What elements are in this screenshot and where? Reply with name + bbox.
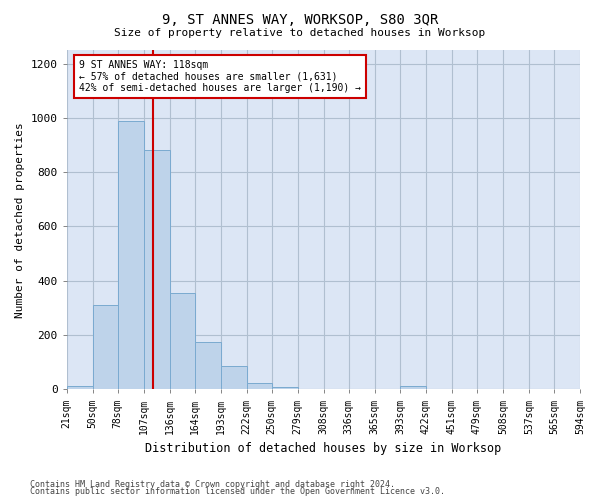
Bar (118, 120, 143, 390)
Bar (170, 293, 195, 390)
Bar (195, 342, 221, 390)
Text: Contains public sector information licensed under the Open Government Licence v3: Contains public sector information licen… (30, 488, 445, 496)
Y-axis label: Number of detached properties: Number of detached properties (15, 122, 25, 318)
Bar (221, 366, 247, 390)
Text: Contains HM Land Registry data © Crown copyright and database right 2024.: Contains HM Land Registry data © Crown c… (30, 480, 395, 489)
Text: Size of property relative to detached houses in Worksop: Size of property relative to detached ho… (115, 28, 485, 38)
Bar (143, 150, 170, 390)
Bar (67, 386, 92, 390)
X-axis label: Distribution of detached houses by size in Worksop: Distribution of detached houses by size … (145, 442, 502, 455)
Bar (400, 386, 426, 390)
Bar (272, 386, 298, 390)
Bar (92, 305, 118, 390)
Text: 9 ST ANNES WAY: 118sqm
← 57% of detached houses are smaller (1,631)
42% of semi-: 9 ST ANNES WAY: 118sqm ← 57% of detached… (79, 60, 361, 92)
Bar (247, 382, 272, 390)
Text: 9, ST ANNES WAY, WORKSOP, S80 3QR: 9, ST ANNES WAY, WORKSOP, S80 3QR (162, 12, 438, 26)
